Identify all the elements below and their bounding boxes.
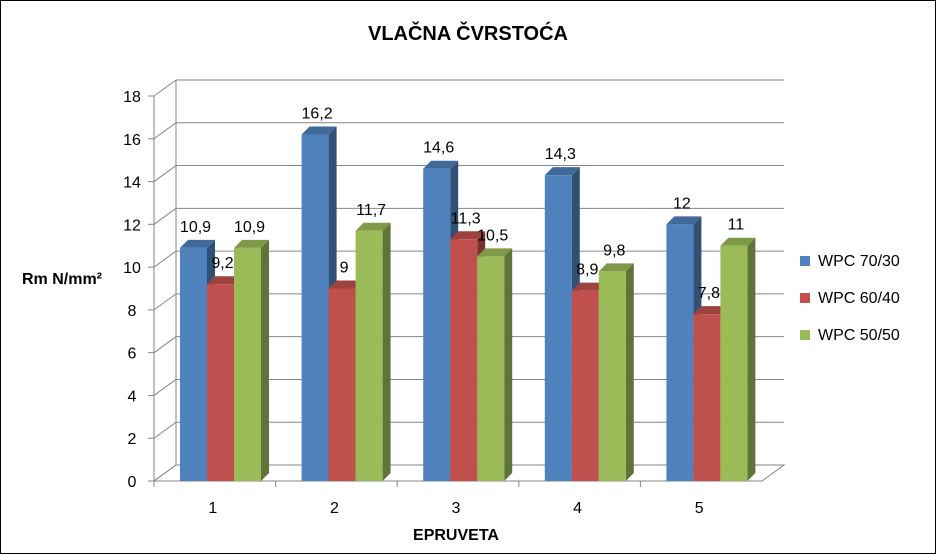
- y-axis-title: Rm N/mm²: [22, 271, 102, 288]
- y-tick-label: 18: [123, 89, 141, 106]
- y-tick-label: 6: [128, 346, 137, 363]
- bar: [301, 134, 329, 481]
- x-tick-label: 1: [208, 500, 217, 517]
- gridline-side: [153, 250, 177, 268]
- y-tick-label: 0: [128, 474, 137, 491]
- bar-top: [355, 222, 391, 231]
- bar: [666, 224, 694, 482]
- data-label: 10,5: [477, 227, 508, 244]
- bar-top: [666, 216, 702, 225]
- y-tick-label: 8: [128, 303, 137, 320]
- bar-top: [234, 239, 269, 248]
- legend: WPC 70/30 WPC 60/40 WPC 50/50: [800, 253, 900, 344]
- bar: [423, 168, 451, 481]
- legend-label: WPC 70/30: [818, 253, 900, 270]
- gridline-side: [153, 379, 177, 396]
- data-label: 11: [728, 217, 745, 234]
- bar: [720, 245, 748, 481]
- bar-top: [423, 160, 459, 169]
- bar: [234, 247, 261, 481]
- y-tick-label: 14: [123, 175, 141, 192]
- legend-label: WPC 50/50: [818, 327, 900, 344]
- bar-side: [382, 222, 391, 481]
- bar-top: [720, 237, 756, 246]
- bar-top: [450, 231, 486, 240]
- x-tick-label: 3: [452, 500, 461, 517]
- data-label: 14,3: [545, 146, 576, 163]
- gridline-side: [153, 122, 177, 140]
- legend-label: WPC 60/40: [818, 290, 900, 307]
- bar: [693, 314, 721, 481]
- data-label: 16,2: [302, 106, 333, 123]
- legend-swatch: [800, 330, 810, 340]
- bar-top: [301, 126, 337, 135]
- x-axis-title: EPRUVETA: [413, 527, 499, 544]
- gridline-side: [153, 165, 177, 182]
- bar-top: [207, 276, 242, 285]
- gridline-side: [153, 336, 177, 354]
- bar: [180, 247, 207, 481]
- x-tick-label: 5: [695, 500, 704, 517]
- legend-swatch: [800, 293, 810, 303]
- bar: [207, 284, 234, 481]
- data-label: 9,8: [603, 242, 625, 259]
- bars: [180, 126, 756, 482]
- gridline-side: [153, 207, 177, 225]
- data-label: 14,6: [423, 140, 454, 157]
- y-tick-label: 10: [123, 260, 141, 277]
- bar-top: [598, 263, 634, 272]
- gridline-side: [153, 79, 177, 97]
- chart-title: VLAČNA ČVRSTOĆA: [368, 21, 568, 45]
- gridline-side: [153, 293, 177, 311]
- data-labels: 10,9 9,2 10,9 16,2 9 11,7 14,6 11,310,5 14,3 8,9 9…: [180, 106, 744, 303]
- data-label: 10,9: [180, 219, 211, 236]
- bar-top: [180, 239, 215, 248]
- bar: [571, 290, 599, 481]
- bar: [544, 175, 572, 481]
- y-tick-label: 2: [128, 431, 137, 448]
- bar: [598, 271, 626, 481]
- data-label: 9: [340, 260, 349, 277]
- bar: [450, 239, 478, 481]
- bar-side: [747, 237, 756, 481]
- gridline-side: [153, 421, 177, 439]
- bar-top: [328, 280, 364, 289]
- x-tick-label: 4: [573, 500, 582, 517]
- bar-top: [544, 167, 580, 176]
- data-label: 8,9: [576, 262, 598, 279]
- data-label: 9,2: [211, 255, 233, 272]
- bar: [355, 230, 383, 481]
- legend-swatch: [800, 256, 810, 266]
- bar: [477, 256, 505, 481]
- data-label: 12: [673, 195, 691, 212]
- bar-top: [571, 282, 607, 291]
- bar-side: [625, 263, 634, 481]
- y-tick-label: 4: [128, 388, 137, 405]
- bar-side: [261, 239, 269, 481]
- x-tick-label: 2: [330, 500, 339, 517]
- bar-top: [477, 248, 513, 257]
- data-label: 10,9: [234, 219, 265, 236]
- bar-top: [693, 306, 729, 315]
- data-label: 7,8: [698, 285, 720, 302]
- y-tick-label: 16: [123, 132, 141, 149]
- bar: [328, 288, 356, 481]
- bar-side: [504, 248, 513, 481]
- data-label: 11,7: [356, 202, 386, 219]
- y-tick-label: 12: [123, 217, 141, 234]
- data-label: 11,3: [451, 210, 481, 227]
